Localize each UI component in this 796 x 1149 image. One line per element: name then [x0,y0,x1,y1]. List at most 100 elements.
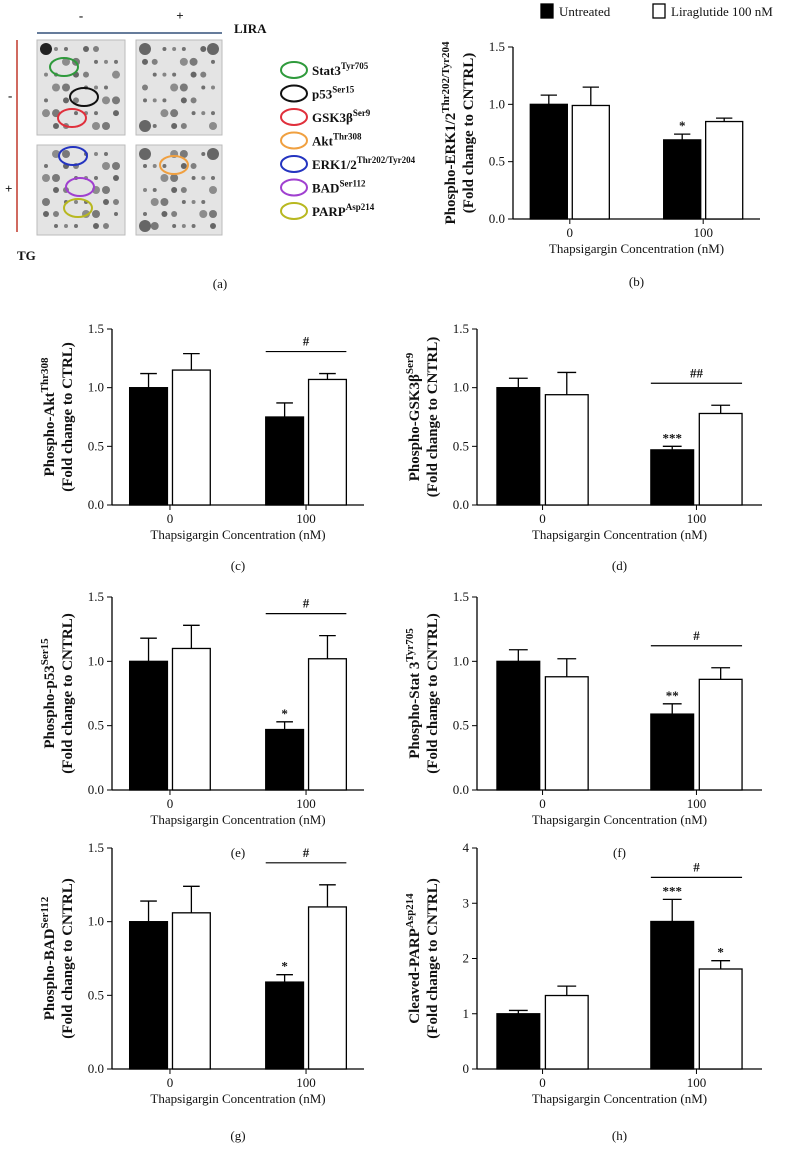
blot-spot [92,122,100,130]
blot-spot [179,150,188,158]
blot-spot [201,200,206,204]
error-bar [140,900,157,922]
bar [307,378,348,506]
y-tick-label: 0.0 [88,782,104,797]
blot-spot [162,47,167,51]
bar [307,658,348,791]
blot-spot [52,174,60,182]
blot-spot [112,162,120,170]
error-bar [319,372,336,380]
y-tick-label: 0.5 [489,154,505,169]
blot-membrane [135,144,223,236]
bar [571,104,610,220]
legend-label-base: GSK3β [312,110,353,125]
blot-spot [180,163,187,169]
bracket-label: # [303,596,310,611]
blot-spot [52,83,60,92]
blot-spot [170,174,179,182]
blot-spot [201,111,206,116]
bar [544,994,589,1070]
blot-spot [94,152,98,156]
error-bar [662,898,682,922]
error-bar [711,960,731,969]
error-bar [319,884,336,907]
bar [265,728,305,791]
blot-spot [162,164,167,168]
blot-spot [190,163,197,169]
lira-plus: + [176,8,183,23]
legend-label-base: Stat3 [312,63,341,78]
legend-circle [280,202,308,220]
legend-label: BADSer112 [312,179,366,196]
blot-spot [180,187,187,193]
blot-spot [74,224,78,228]
error-bar [662,445,682,450]
bracket-label: ## [690,365,704,380]
error-bar [716,117,733,122]
blot-spot [64,224,68,228]
blot-spot [143,212,147,216]
blot-spot [54,224,58,228]
blot-spot [191,200,196,204]
bar [496,660,541,791]
blot-spot [139,220,151,232]
y-axis-label: Phospho-Stat 3Tyr705 [404,628,423,759]
blot-spot [189,57,198,66]
blot-spot [171,123,178,129]
x-axis-label: Thapsigargin Concentration (nM) [532,527,707,542]
caption: (b) [629,274,644,289]
bar [128,387,169,506]
blot-spot [209,186,217,194]
blot-spot [43,211,49,217]
significance-star: * [717,945,724,960]
blot-spot [74,111,78,116]
blot-spot [180,97,187,104]
y-tick-label: 1.0 [88,914,104,929]
blot-spot [160,198,169,206]
error-bar [582,86,599,106]
y-axis-label: (Fold change to CNTRL) [425,613,441,773]
y-tick-label: 2 [463,951,470,966]
y-axis-label: (Fold change to CNTRL) [60,878,76,1038]
y-axis-label: Phospho-BADSer112 [39,896,58,1020]
blot-spot [181,47,186,51]
legend-circle [280,108,308,126]
y-axis-label: Phospho-ERK1/2Thr202/Tyr204 [440,41,459,224]
blot-spot [191,111,196,116]
y-axis-label-sup: Ser15 [39,638,51,665]
blot-spot [161,211,168,217]
blot-spot [211,176,215,180]
bar [650,920,695,1070]
blot-spot [64,47,68,51]
significance-star: *** [662,430,682,445]
x-axis-label: Thapsigargin Concentration (nM) [532,812,707,827]
y-axis-label-sup: Thr308 [39,357,51,392]
bar [265,981,305,1070]
legend-label: Untreated [559,4,611,19]
blot-spot [171,187,178,193]
blot-spot [102,96,110,105]
x-axis-label: Thapsigargin Concentration (nM) [150,812,325,827]
blot-spot [143,98,147,103]
blot-spot [139,120,151,132]
y-tick-label: 4 [463,840,470,855]
blot-spot [143,164,147,168]
error-bar [557,658,577,677]
tg-plus: + [5,181,12,196]
bar [496,387,541,506]
y-axis-label: (Fold change to CNTRL) [425,878,441,1038]
blot-spot [150,198,159,206]
blot-spot [211,59,215,64]
y-axis-label: Cleaved-PARPAsp214 [404,893,423,1024]
y-axis-label-sup: Tyr705 [404,628,416,662]
y-tick-label: 0.5 [88,438,104,453]
legend-swatch [540,3,554,19]
y-axis-label-sup: Asp214 [404,893,416,928]
bar [544,676,589,791]
blot-spot [142,58,148,65]
bar [171,647,211,791]
caption: (a) [213,276,227,291]
legend-label: GSK3βSer9 [312,108,371,125]
x-tick-label: 0 [167,1075,174,1090]
blot-spot [152,164,157,168]
